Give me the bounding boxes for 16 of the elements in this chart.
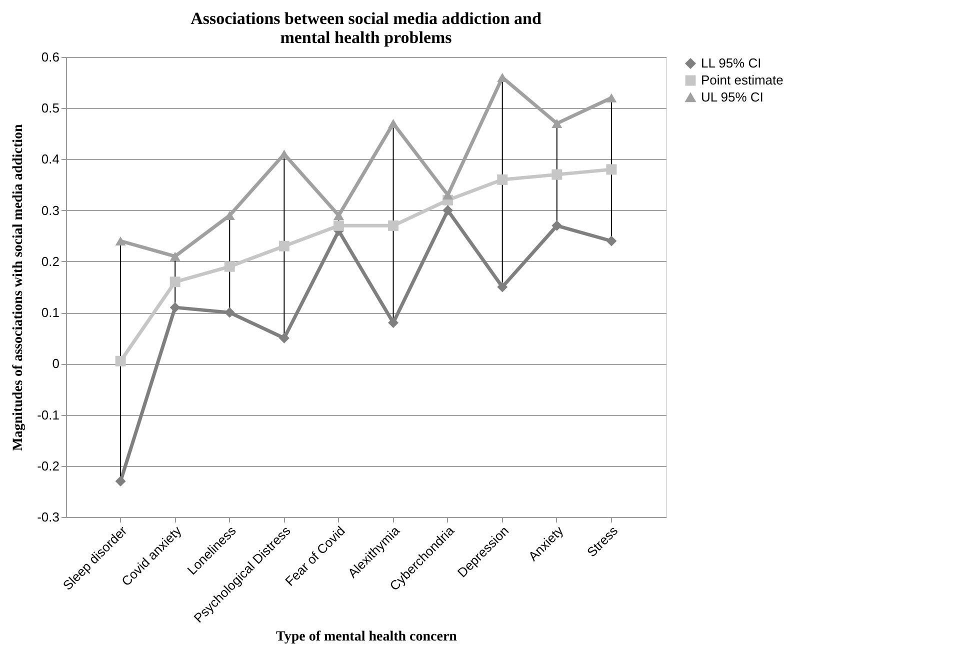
y-tick-label: -0.2	[37, 458, 60, 474]
y-tick-label: 0.1	[41, 305, 60, 320]
y-tick-label: 0.6	[41, 50, 60, 64]
y-tick-label: 0.2	[41, 254, 60, 269]
y-tick-label: 0	[52, 356, 60, 372]
y-axis-title: Magnitudes of associations with social media addiction	[11, 124, 26, 451]
chart-title: Associations between social media addiction and mental health problems	[190, 9, 542, 47]
y-tick-label: -0.3	[37, 510, 60, 524]
legend-label: LL 95% CI	[701, 56, 762, 70]
y-tick-label: 0.4	[41, 152, 60, 167]
y-tick-label: 0.3	[41, 202, 60, 218]
legend-label: Point estimate	[701, 72, 784, 88]
legend-label: UL 95% CI	[701, 90, 764, 104]
y-tick-label: -0.1	[37, 407, 60, 422]
x-axis-title: Type of mental health concern	[276, 630, 458, 645]
y-tick-label: 0.5	[41, 100, 60, 116]
